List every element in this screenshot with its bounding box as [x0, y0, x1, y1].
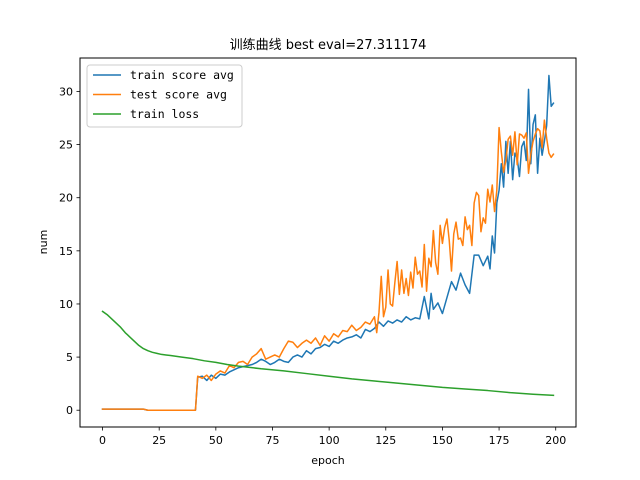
x-tick-label: 125 — [375, 434, 396, 447]
y-axis-ticks: 0 5 10 15 20 25 30 — [59, 85, 80, 417]
series-line-2 — [101, 119, 555, 411]
y-tick-label: 25 — [59, 139, 73, 152]
series-layer — [101, 74, 555, 411]
legend-box — [86, 64, 243, 128]
x-tick-label: 75 — [265, 434, 279, 447]
x-tick-label: 100 — [319, 434, 340, 447]
x-tick-label: 50 — [209, 434, 223, 447]
legend-label-2: test score avg — [130, 88, 227, 102]
legend-label-1: train score avg — [130, 68, 234, 82]
y-axis-label: num — [37, 230, 50, 255]
y-tick-label: 5 — [66, 351, 73, 364]
x-axis-ticks: 0 25 50 75 100 125 150 175 200 — [99, 427, 566, 447]
y-tick-label: 30 — [59, 85, 73, 98]
legend-label-3: train loss — [130, 107, 199, 121]
x-tick-label: 0 — [99, 434, 106, 447]
y-tick-label: 20 — [59, 192, 73, 205]
series-line-3 — [101, 310, 555, 397]
legend-entries: train score avg test score avg train loss — [93, 68, 234, 121]
x-tick-label: 175 — [489, 434, 510, 447]
x-axis-label: epoch — [311, 454, 345, 467]
chart-title: 训练曲线 best eval=27.311174 — [230, 38, 427, 53]
plot-frame — [79, 57, 577, 428]
y-tick-label: 0 — [66, 404, 73, 417]
y-tick-label: 15 — [59, 245, 73, 258]
plot-area: 0 25 50 75 100 125 150 175 200 0 5 10 15 20 25 30 — [59, 57, 577, 447]
x-tick-label: 150 — [432, 434, 453, 447]
legend: train score avg test score avg train loss — [86, 64, 243, 128]
y-tick-label: 10 — [59, 298, 73, 311]
x-tick-label: 25 — [152, 434, 166, 447]
x-tick-label: 200 — [545, 434, 566, 447]
